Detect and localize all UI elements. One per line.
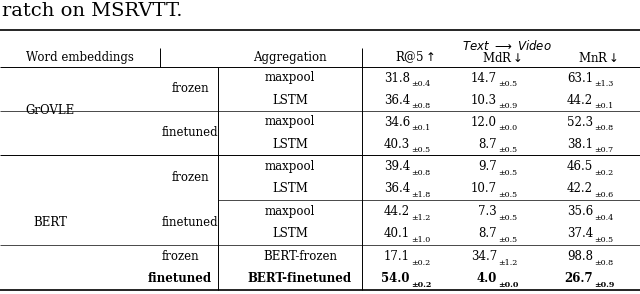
Text: ±0.4: ±0.4 [411, 81, 430, 88]
Text: ±0.5: ±0.5 [498, 191, 517, 199]
Text: finetuned: finetuned [162, 216, 218, 229]
Text: 8.7: 8.7 [478, 227, 497, 240]
Text: Word embeddings: Word embeddings [26, 51, 134, 64]
Text: ±0.0: ±0.0 [498, 281, 518, 289]
Text: 46.5: 46.5 [567, 160, 593, 173]
Text: ±0.5: ±0.5 [498, 81, 517, 88]
Text: maxpool: maxpool [265, 71, 315, 84]
Text: frozen: frozen [171, 83, 209, 96]
Text: maxpool: maxpool [265, 205, 315, 218]
Text: ±0.8: ±0.8 [594, 259, 613, 267]
Text: R@5$\uparrow$: R@5$\uparrow$ [395, 50, 435, 65]
Text: ±0.5: ±0.5 [498, 236, 517, 244]
Text: 4.0: 4.0 [477, 272, 497, 285]
Text: 63.1: 63.1 [567, 71, 593, 84]
Text: ±0.2: ±0.2 [411, 281, 431, 289]
Text: ratch on MSRVTT.: ratch on MSRVTT. [2, 2, 182, 20]
Text: ±0.5: ±0.5 [594, 236, 613, 244]
Text: 37.4: 37.4 [567, 227, 593, 240]
Text: finetuned: finetuned [162, 126, 218, 139]
Text: BERT-finetuned: BERT-finetuned [248, 272, 352, 285]
Text: 44.2: 44.2 [384, 205, 410, 218]
Text: ±0.9: ±0.9 [498, 103, 517, 111]
Text: ±1.0: ±1.0 [411, 236, 430, 244]
Text: 42.2: 42.2 [567, 182, 593, 195]
Text: ±1.3: ±1.3 [594, 81, 613, 88]
Text: 26.7: 26.7 [564, 272, 593, 285]
Text: ±0.1: ±0.1 [411, 124, 430, 133]
Text: 36.4: 36.4 [384, 93, 410, 106]
Text: Aggregation: Aggregation [253, 51, 327, 64]
Text: MdR$\downarrow$: MdR$\downarrow$ [482, 51, 522, 64]
Text: 9.7: 9.7 [478, 160, 497, 173]
Text: 54.0: 54.0 [381, 272, 410, 285]
Text: ±0.9: ±0.9 [594, 281, 614, 289]
Text: 10.7: 10.7 [471, 182, 497, 195]
Text: 35.6: 35.6 [567, 205, 593, 218]
Text: maxpool: maxpool [265, 160, 315, 173]
Text: ±0.8: ±0.8 [594, 124, 613, 133]
Text: 12.0: 12.0 [471, 116, 497, 128]
Text: 38.1: 38.1 [567, 138, 593, 151]
Text: 34.7: 34.7 [471, 250, 497, 263]
Text: 40.1: 40.1 [384, 227, 410, 240]
Text: LSTM: LSTM [272, 93, 308, 106]
Text: ±0.1: ±0.1 [594, 103, 613, 111]
Text: finetuned: finetuned [148, 272, 212, 285]
Text: GrOVLE: GrOVLE [26, 104, 75, 118]
Text: 39.4: 39.4 [384, 160, 410, 173]
Text: 98.8: 98.8 [567, 250, 593, 263]
Text: 44.2: 44.2 [567, 93, 593, 106]
Text: 8.7: 8.7 [478, 138, 497, 151]
Text: 14.7: 14.7 [471, 71, 497, 84]
Text: ±1.2: ±1.2 [411, 214, 430, 222]
Text: ±0.8: ±0.8 [411, 103, 430, 111]
Text: MnR$\downarrow$: MnR$\downarrow$ [578, 51, 618, 64]
Text: 34.6: 34.6 [384, 116, 410, 128]
Text: 31.8: 31.8 [384, 71, 410, 84]
Text: frozen: frozen [171, 171, 209, 184]
Text: 17.1: 17.1 [384, 250, 410, 263]
Text: ±0.4: ±0.4 [594, 214, 613, 222]
Text: BERT: BERT [33, 216, 67, 229]
Text: maxpool: maxpool [265, 116, 315, 128]
Text: ±0.0: ±0.0 [498, 124, 517, 133]
Text: $\mathit{Text}\ \longrightarrow\ \mathit{Video}$: $\mathit{Text}\ \longrightarrow\ \mathit… [461, 39, 551, 53]
Text: ±0.2: ±0.2 [411, 259, 430, 267]
Text: frozen: frozen [161, 250, 199, 263]
Text: ±0.2: ±0.2 [594, 169, 613, 177]
Text: ±0.5: ±0.5 [498, 146, 517, 155]
Text: ±0.8: ±0.8 [411, 169, 430, 177]
Text: ±1.8: ±1.8 [411, 191, 430, 199]
Text: LSTM: LSTM [272, 227, 308, 240]
Text: 10.3: 10.3 [471, 93, 497, 106]
Text: LSTM: LSTM [272, 138, 308, 151]
Text: ±0.7: ±0.7 [594, 146, 613, 155]
Text: ±0.6: ±0.6 [594, 191, 613, 199]
Text: 7.3: 7.3 [478, 205, 497, 218]
Text: ±0.5: ±0.5 [411, 146, 430, 155]
Text: ±0.5: ±0.5 [498, 169, 517, 177]
Text: ±0.5: ±0.5 [498, 214, 517, 222]
Text: LSTM: LSTM [272, 182, 308, 195]
Text: 40.3: 40.3 [384, 138, 410, 151]
Text: 52.3: 52.3 [567, 116, 593, 128]
Text: ±1.2: ±1.2 [498, 259, 517, 267]
Text: 36.4: 36.4 [384, 182, 410, 195]
Text: BERT-frozen: BERT-frozen [263, 250, 337, 263]
